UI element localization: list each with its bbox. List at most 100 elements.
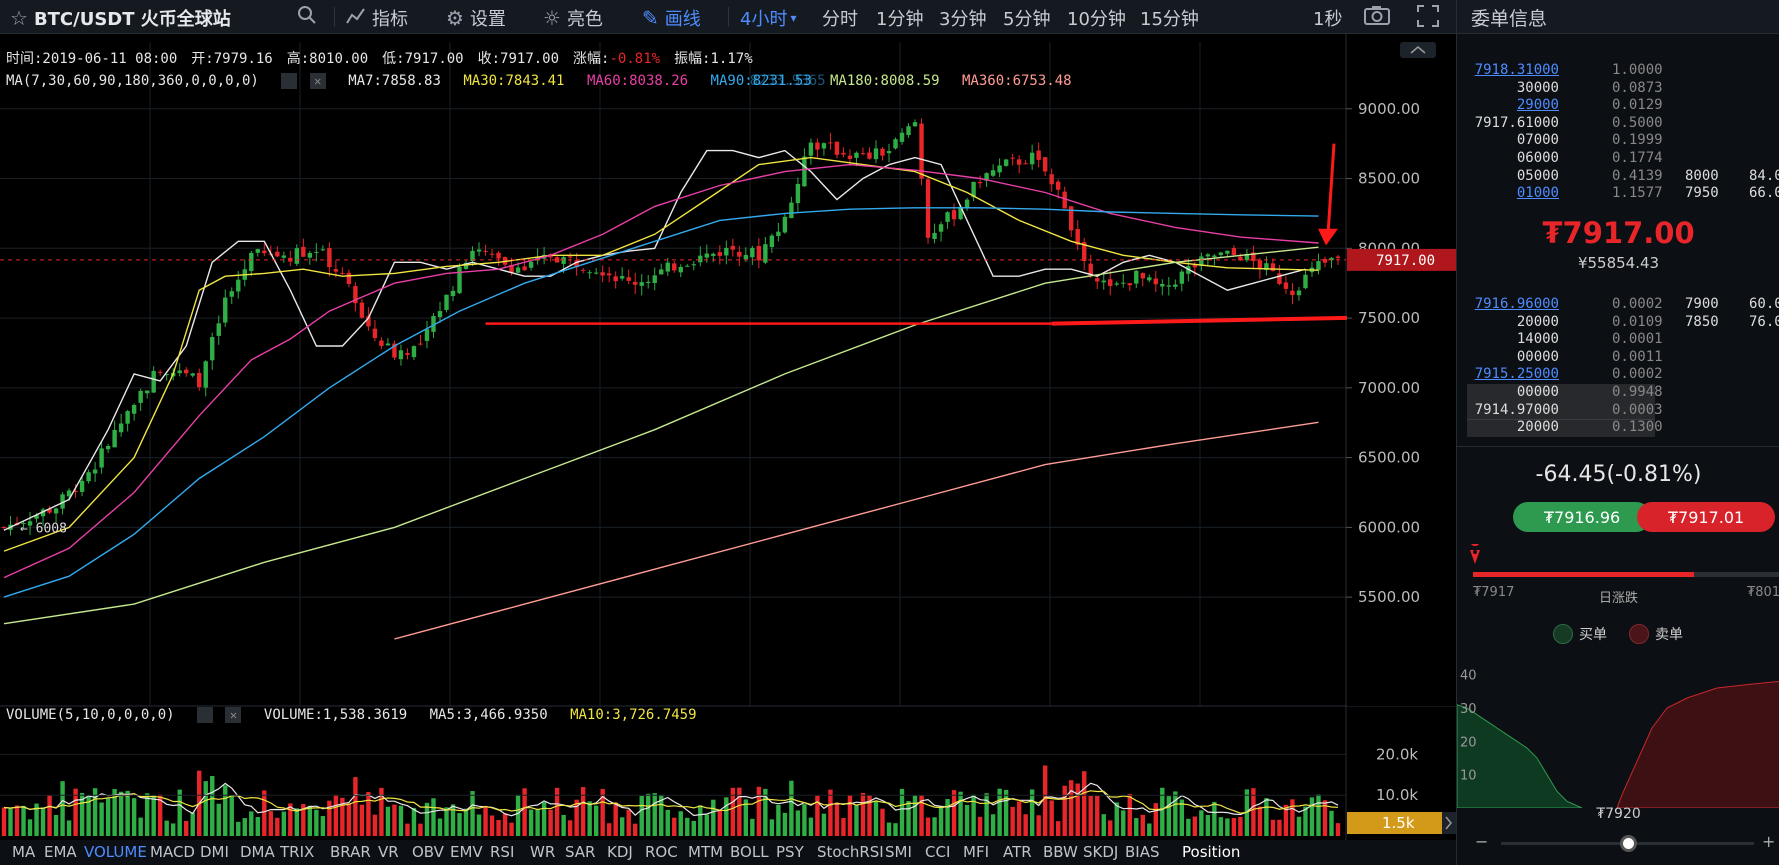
- indicator-tab-roc[interactable]: ROC: [645, 843, 678, 861]
- ma7-value: MA7:7858.83: [348, 73, 441, 89]
- zoom-slider-handle[interactable]: [1620, 835, 1637, 852]
- indicator-tab-brar[interactable]: BRAR: [330, 843, 371, 861]
- indicator-tab-ma[interactable]: MA: [12, 843, 36, 861]
- indicator-tab-obv[interactable]: OBV: [412, 843, 444, 861]
- ask-row[interactable]: 06000 0.1774: [1467, 150, 1767, 168]
- ask-row[interactable]: 05000 0.4139 8000 84.00: [1467, 168, 1779, 186]
- candle-body: [743, 254, 749, 260]
- candle-body: [1244, 254, 1250, 261]
- volume-bar: [880, 808, 885, 836]
- ask-row[interactable]: 7918.31000 1.0000: [1467, 62, 1767, 80]
- volume-bar: [1257, 806, 1263, 836]
- indicator-tab-skdj[interactable]: SKDJ: [1083, 843, 1119, 861]
- ma-close-icon[interactable]: ✕: [309, 73, 326, 89]
- indicator-tab-mtm[interactable]: MTM: [688, 843, 724, 861]
- interval-1s[interactable]: 1秒: [1313, 9, 1343, 30]
- symbol-selector[interactable]: ☆ BTC/USDT 火币全球站: [10, 5, 231, 31]
- indicator-tab-mfi[interactable]: MFI: [963, 843, 989, 861]
- bid-row[interactable]: 7916.96000 0.0002 7900 60.00: [1467, 296, 1779, 314]
- last-price-cny: ¥55854.43: [1577, 254, 1660, 272]
- volume-settings-icon[interactable]: [197, 707, 214, 723]
- bid-row[interactable]: 14000 0.0001: [1467, 331, 1767, 349]
- volume-bar: [372, 814, 378, 836]
- volume-bar: [177, 789, 182, 836]
- current-price-label: 7917.00: [1376, 253, 1435, 269]
- interval-timeline[interactable]: 分时: [822, 9, 858, 30]
- buy-price-button[interactable]: ₮7916.96: [1513, 502, 1651, 532]
- ask-row[interactable]: 29000 0.0129: [1467, 97, 1767, 115]
- fullscreen-icon[interactable]: [1417, 5, 1439, 27]
- ask-row[interactable]: 07000 0.1999: [1467, 132, 1767, 150]
- zoom-in-button[interactable]: +: [1762, 832, 1776, 851]
- bid-row[interactable]: 7914.97000 0.0003: [1467, 401, 1663, 420]
- volume-close-icon[interactable]: ✕: [225, 707, 242, 723]
- indicator-tab-smi[interactable]: SMI: [885, 843, 912, 861]
- candle-body: [1173, 284, 1178, 287]
- interval-5m[interactable]: 5分钟: [1003, 9, 1051, 30]
- candle-body: [223, 297, 228, 323]
- interval-1m[interactable]: 1分钟: [876, 9, 924, 30]
- indicator-tab-wr[interactable]: WR: [530, 843, 556, 861]
- volume-bar: [1121, 810, 1126, 836]
- ask-row[interactable]: 01000 1.1577 7950 66.00: [1467, 185, 1779, 203]
- settings-button[interactable]: ⚙ 设置: [446, 5, 506, 31]
- indicator-tab-rsi[interactable]: RSI: [490, 843, 515, 861]
- candle-body: [47, 509, 52, 513]
- axis-tick-label: 9000.00: [1358, 100, 1420, 118]
- axis-tick-label: 5500.00: [1358, 588, 1420, 606]
- location-pin-tip: [1470, 550, 1480, 564]
- indicator-tab-psy[interactable]: PSY: [776, 843, 804, 861]
- interval-10m[interactable]: 10分钟: [1067, 9, 1126, 30]
- candle-body: [1257, 260, 1263, 270]
- volume-bar: [548, 809, 553, 836]
- indicator-tab-sar[interactable]: SAR: [565, 843, 596, 861]
- indicator-tab-ema[interactable]: EMA: [44, 843, 77, 861]
- interval-15m[interactable]: 15分钟: [1140, 9, 1199, 30]
- bid-row[interactable]: 20000 0.1300: [1467, 419, 1663, 438]
- indicator-tab-stochrsi[interactable]: StochRSI: [817, 843, 884, 861]
- indicator-tab-cci[interactable]: CCI: [925, 843, 951, 861]
- ask-row[interactable]: 30000 0.0873: [1467, 80, 1767, 98]
- candle-body: [737, 251, 742, 257]
- bid-row[interactable]: 7915.25000 0.0002: [1467, 366, 1767, 384]
- collapse-button: [1400, 42, 1436, 58]
- bid-row[interactable]: 00000 0.0011: [1467, 349, 1767, 367]
- volume-bar: [144, 793, 150, 836]
- sell-price-button[interactable]: ₮7917.01: [1637, 502, 1775, 532]
- camera-icon[interactable]: [1364, 5, 1390, 25]
- indicator-tab-dma[interactable]: DMA: [240, 843, 275, 861]
- volume-bar: [1049, 800, 1054, 836]
- zoom-out-button[interactable]: −: [1475, 832, 1489, 851]
- ma-settings-icon[interactable]: [281, 73, 298, 89]
- indicator-tab-kdj[interactable]: KDJ: [607, 843, 633, 861]
- interval-dropdown[interactable]: 4小时 ▾: [740, 5, 796, 31]
- candlestick-chart[interactable]: ← 6008 9000.008500.008000.007500.007000.…: [0, 34, 1456, 840]
- indicators-button[interactable]: 指标: [346, 5, 408, 31]
- draw-button[interactable]: ✎ 画线: [642, 5, 701, 31]
- volume-bar: [190, 812, 195, 836]
- interval-3m[interactable]: 3分钟: [939, 9, 987, 30]
- depth-chart[interactable]: 40 30 20 10: [1457, 648, 1779, 808]
- bid-row[interactable]: 00000 0.9948: [1467, 384, 1663, 402]
- ma30-line: [3, 156, 1319, 552]
- indicator-tab-volume[interactable]: VOLUME: [84, 843, 147, 861]
- indicator-tab-atr[interactable]: ATR: [1003, 843, 1032, 861]
- indicator-tab-trix[interactable]: TRIX: [280, 843, 315, 861]
- indicator-tab-emv[interactable]: EMV: [450, 843, 483, 861]
- ask-row[interactable]: 7917.61000 0.5000: [1467, 115, 1767, 133]
- candle-body: [938, 224, 944, 232]
- star-icon[interactable]: ☆: [10, 6, 28, 30]
- indicator-tab-bbw[interactable]: BBW: [1043, 843, 1078, 861]
- candle-body: [157, 371, 163, 373]
- theme-button[interactable]: ☼ 亮色: [543, 5, 603, 31]
- indicator-tab-macd[interactable]: MACD: [150, 843, 195, 861]
- range-label: 日涨跌: [1598, 591, 1638, 606]
- indicator-tab-vr[interactable]: VR: [378, 843, 399, 861]
- indicator-tab-bias[interactable]: BIAS: [1125, 843, 1160, 861]
- indicator-tab-position[interactable]: Position: [1182, 843, 1241, 861]
- bid-row[interactable]: 20000 0.0109 7850 76.00: [1467, 314, 1779, 332]
- indicator-tab-dmi[interactable]: DMI: [200, 843, 229, 861]
- indicator-tab-boll[interactable]: BOLL: [730, 843, 769, 861]
- search-icon[interactable]: [297, 5, 317, 25]
- volume-bar: [281, 811, 287, 836]
